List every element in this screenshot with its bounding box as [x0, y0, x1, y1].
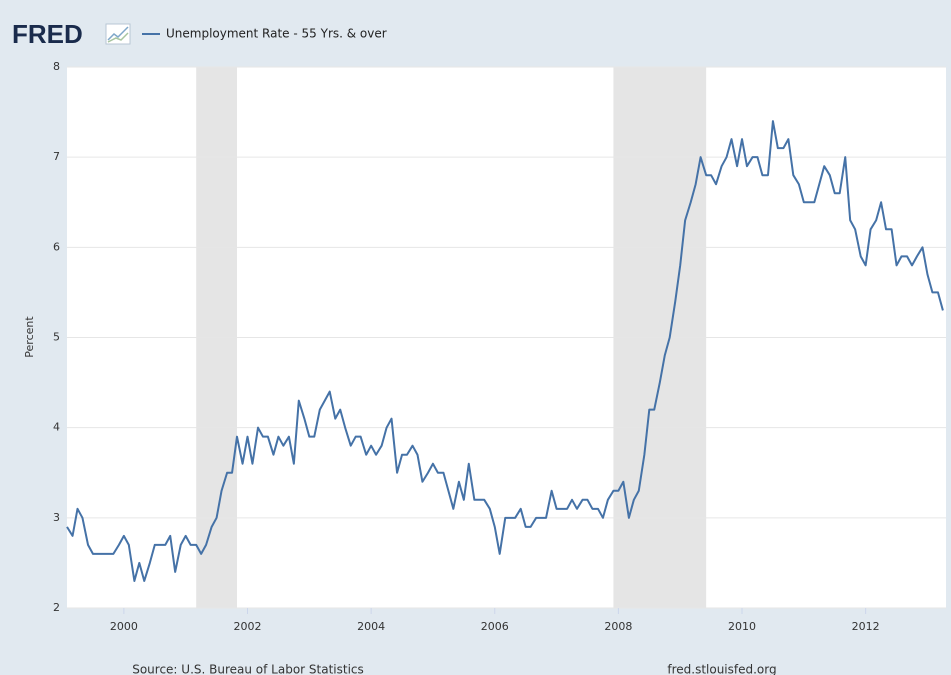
- series-line: [66, 120, 944, 582]
- logo: FRED: [12, 19, 83, 49]
- site: fred.stlouisfed.org: [667, 663, 776, 675]
- y-tick-label: 6: [53, 240, 60, 253]
- logo-icon: [105, 23, 131, 45]
- x-tick-label: 2006: [481, 620, 509, 633]
- y-tick-label: 2: [53, 601, 60, 614]
- y-axis-label: Percent: [23, 316, 36, 358]
- x-tick-label: 2012: [852, 620, 880, 633]
- x-tick-label: 2008: [604, 620, 632, 633]
- source: Source: U.S. Bureau of Labor Statistics: [132, 663, 364, 675]
- legend-label: Unemployment Rate - 55 Yrs. & over: [166, 27, 387, 41]
- x-tick-label: 2010: [728, 620, 756, 633]
- y-tick-label: 7: [53, 150, 60, 163]
- y-tick-label: 8: [53, 60, 60, 73]
- y-tick-label: 4: [53, 421, 60, 434]
- x-tick-label: 2000: [110, 620, 138, 633]
- x-tick-label: 2002: [233, 620, 261, 633]
- y-tick-label: 5: [53, 331, 60, 344]
- y-tick-label: 3: [53, 511, 60, 524]
- x-tick-label: 2004: [357, 620, 385, 633]
